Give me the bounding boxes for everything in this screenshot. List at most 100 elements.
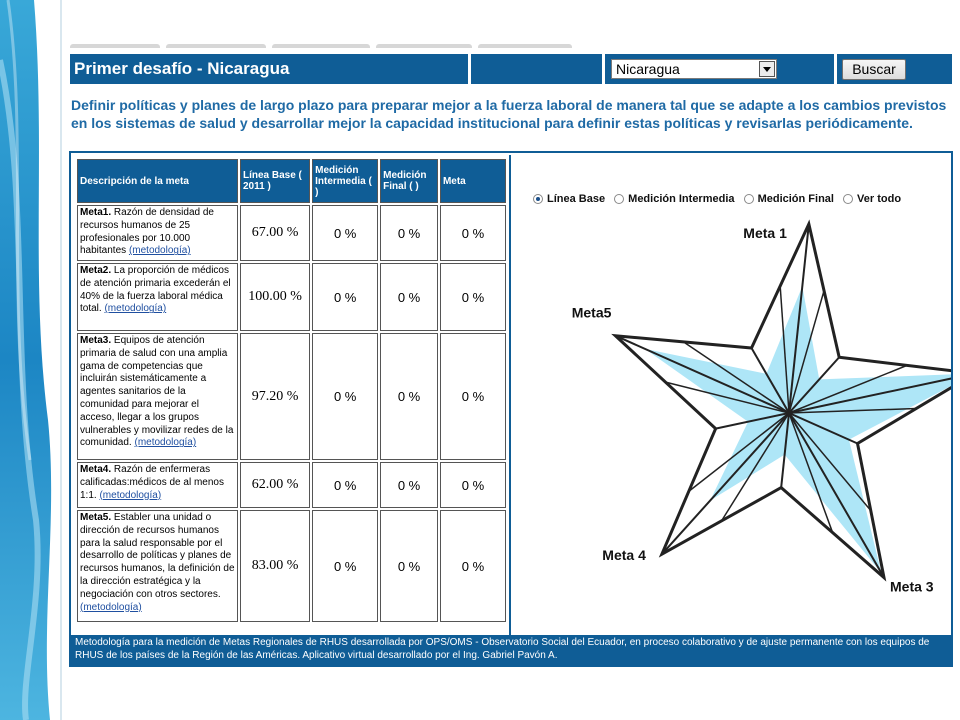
star-spoke [661, 412, 790, 555]
methodology-link[interactable]: (metodología) [104, 303, 167, 315]
country-select-value: Nicaragua [616, 61, 680, 77]
star-spoke [788, 377, 951, 414]
goal-description-cell: Meta4. Razón de enfermeras calificadas:m… [77, 462, 238, 508]
baseline-value: 100.00 % [239, 263, 311, 331]
table-row: Meta3. Equipos de atención primaria de s… [77, 333, 506, 460]
chevron-down-icon[interactable] [759, 61, 775, 77]
option-linea-base[interactable]: Línea Base [533, 193, 605, 205]
final-value: 0 % [380, 263, 438, 331]
baseline-value: 67.00 % [239, 205, 311, 261]
goal-description-cell: Meta5. Establer una unidad o dirección d… [77, 510, 238, 622]
final-value: 0 % [380, 333, 438, 460]
goal-value: 0 % [439, 333, 506, 460]
country-select[interactable]: Nicaragua [611, 59, 777, 79]
table-row: Meta5. Establer una unidad o dirección d… [77, 510, 506, 622]
option-label: Ver todo [857, 193, 902, 205]
goal-description-cell: Meta3. Equipos de atención primaria de s… [77, 333, 238, 460]
option-ver-todo[interactable]: Ver todo [843, 193, 901, 205]
star-grid-line [788, 412, 872, 512]
methodology-link[interactable]: (metodología) [134, 437, 197, 449]
star-grid-line [788, 290, 825, 414]
final-value: 0 % [380, 205, 438, 261]
goal-description-cell: Meta1. Razón de densidad de recursos hum… [77, 205, 238, 261]
star-grid-line [688, 412, 790, 492]
goals-panel: Descripción de la meta Línea Base ( 2011… [69, 151, 953, 667]
goal-text: Establer una unidad o dirección de recur… [80, 512, 235, 600]
star-spoke [788, 223, 810, 414]
star-grid-line [788, 407, 917, 414]
axis-label-meta-1: Meta 1 [743, 225, 787, 241]
column-header-intermediate: Medición Intermedia ( ) [312, 159, 379, 203]
option-medicion-intermedia[interactable]: Medición Intermedia [614, 193, 735, 205]
goal-value: 0 % [439, 510, 506, 622]
final-value: 0 % [380, 510, 438, 622]
table-row: Meta2. La proporción de médicos de atenc… [77, 263, 506, 331]
star-grid-line [788, 364, 908, 414]
methodology-link[interactable]: (metodología) [128, 245, 191, 257]
star-spoke [615, 334, 790, 414]
methodology-footer: Metodología para la medición de Metas Re… [71, 635, 951, 665]
search-button-cell: Buscar [837, 54, 952, 84]
baseline-value: 97.20 % [239, 333, 311, 460]
option-label: Medición Intermedia [628, 193, 735, 205]
star-spoke [788, 412, 885, 579]
table-row: Meta1. Razón de densidad de recursos hum… [77, 205, 506, 261]
decorative-divider [60, 0, 62, 720]
goal-value: 0 % [439, 205, 506, 261]
intermediate-value: 0 % [312, 510, 379, 622]
radar-chart-panel: Línea Base Medición Intermedia Medición … [513, 155, 951, 635]
intermediate-value: 0 % [312, 263, 379, 331]
search-button[interactable]: Buscar [842, 59, 906, 80]
option-label: Medición Final [757, 193, 834, 205]
goal-name: Meta3. [80, 335, 112, 346]
column-header-goal: Meta [439, 159, 506, 203]
methodology-link[interactable]: (metodología) [99, 489, 162, 501]
goal-name: Meta2. [80, 265, 112, 276]
column-header-description: Descripción de la meta [77, 159, 238, 203]
country-select-cell: Nicaragua [605, 54, 834, 84]
radio-icon[interactable] [843, 194, 854, 204]
goal-text: Razón de densidad de recursos humanos de… [80, 207, 214, 257]
radio-selected-icon[interactable] [533, 194, 543, 204]
goal-value: 0 % [439, 263, 506, 331]
radio-icon[interactable] [743, 194, 754, 204]
axis-label-meta-4: Meta 4 [602, 547, 646, 563]
intermediate-value: 0 % [312, 205, 379, 261]
axis-label-meta-3: Meta 3 [890, 579, 934, 595]
goals-table: Descripción de la meta Línea Base ( 2011… [75, 157, 508, 624]
column-header-final: Medición Final ( ) [380, 159, 438, 203]
table-row: Meta4. Razón de enfermeras calificadas:m… [77, 462, 506, 508]
page-title: Primer desafío - Nicaragua [70, 54, 468, 84]
final-value: 0 % [380, 462, 438, 508]
goals-table-container: Descripción de la meta Línea Base ( 2011… [75, 157, 508, 635]
goal-name: Meta5. [80, 512, 112, 523]
star-spoke [788, 412, 858, 445]
measurement-options: Línea Base Medición Intermedia Medición … [533, 193, 907, 205]
axis-label-meta-5: Meta5 [572, 305, 612, 321]
star-grid-line [720, 412, 790, 522]
radio-icon[interactable] [614, 194, 625, 204]
star-grid-line [788, 412, 834, 533]
title-bar: Primer desafío - Nicaragua Nicaragua Bus… [68, 52, 954, 86]
goal-value: 0 % [439, 462, 506, 508]
methodology-link[interactable]: (metodología) [80, 601, 142, 613]
goal-text: La proporción de médicos de atención pri… [80, 265, 231, 315]
goal-text: Equipos de atención primaria de salud co… [80, 335, 234, 449]
decorative-tab-strip [70, 44, 584, 52]
table-header-row: Descripción de la meta Línea Base ( 2011… [77, 159, 506, 203]
intermediate-value: 0 % [312, 462, 379, 508]
baseline-value: 62.00 % [239, 462, 311, 508]
intermediate-value: 0 % [312, 333, 379, 460]
star-grid-line [779, 285, 790, 414]
star-spoke [780, 412, 790, 488]
goal-text: Razón de enfermeras calificadas:médicos … [80, 464, 224, 501]
star-spoke [788, 356, 840, 414]
option-label: Línea Base [547, 193, 606, 205]
option-medicion-final[interactable]: Medición Final [743, 193, 834, 205]
goal-description-cell: Meta2. La proporción de médicos de atenc… [77, 263, 238, 331]
star-grid-line [665, 381, 790, 414]
baseline-value: 83.00 % [239, 510, 311, 622]
panel-divider [509, 155, 511, 635]
star-center [786, 410, 792, 416]
